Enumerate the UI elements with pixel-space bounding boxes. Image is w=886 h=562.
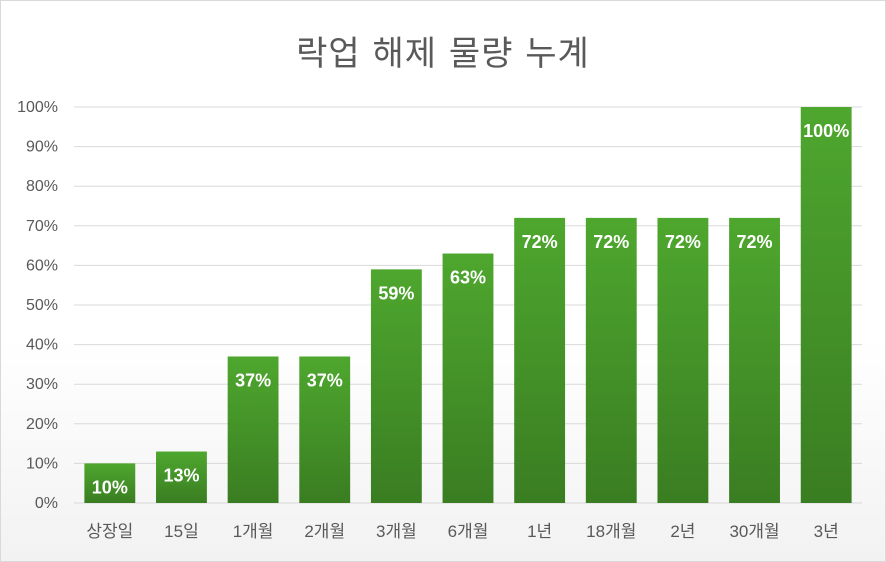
- bar: [729, 217, 780, 503]
- bar: [84, 463, 136, 503]
- y-tick-label: 10%: [26, 455, 58, 472]
- data-label: 72%: [737, 232, 773, 252]
- data-label: 72%: [593, 232, 629, 252]
- y-tick-label: 30%: [26, 376, 58, 393]
- x-tick-label: 2개월: [304, 522, 345, 541]
- x-tick-label: 30개월: [729, 522, 779, 541]
- data-label: 37%: [235, 370, 271, 390]
- x-tick-label: 3년: [814, 522, 839, 541]
- chart-title: 락업 해제 물량 누계: [296, 34, 590, 74]
- data-label: 72%: [665, 232, 701, 252]
- y-axis-ticks: 0% 10% 20% 30% 40% 50% 60% 70% 80% 90% 100%: [17, 99, 58, 512]
- bar: [156, 451, 207, 503]
- y-tick-label: 70%: [26, 218, 58, 235]
- y-tick-label: 0%: [35, 495, 58, 512]
- data-label: 10%: [92, 477, 128, 497]
- y-tick-label: 40%: [26, 337, 58, 354]
- y-tick-label: 50%: [26, 297, 58, 314]
- y-tick-label: 100%: [17, 99, 58, 116]
- bar: [585, 217, 637, 503]
- y-tick-label: 90%: [26, 139, 58, 156]
- x-tick-label: 1개월: [233, 522, 274, 541]
- data-label: 63%: [450, 268, 486, 288]
- bar: [370, 269, 422, 503]
- data-labels: 10% 13% 37% 37% 59% 63% 72% 72% 72% 72% 100%: [92, 121, 849, 497]
- y-tick-label: 20%: [26, 416, 58, 433]
- bar: [800, 107, 852, 503]
- x-tick-label: 1년: [527, 522, 552, 541]
- data-label: 13%: [163, 466, 199, 486]
- y-tick-label: 80%: [26, 178, 58, 195]
- x-tick-label: 상장일: [86, 522, 133, 541]
- bars: [84, 107, 852, 503]
- x-tick-label: 6개월: [448, 522, 489, 541]
- data-label: 100%: [803, 121, 849, 141]
- bar: [227, 356, 279, 503]
- x-tick-label: 18개월: [586, 522, 636, 541]
- bar: [514, 217, 566, 503]
- data-label: 59%: [378, 283, 414, 303]
- y-tick-label: 60%: [26, 257, 58, 274]
- data-label: 72%: [522, 232, 558, 252]
- bar: [299, 356, 351, 503]
- bar: [657, 217, 709, 503]
- data-label: 37%: [307, 370, 343, 390]
- x-tick-label: 3개월: [376, 522, 417, 541]
- x-axis-ticks: 상장일 15일 1개월 2개월 3개월 6개월 1년 18개월 2년 30개월 3년: [86, 522, 838, 541]
- x-tick-label: 15일: [164, 522, 199, 541]
- bar: [442, 253, 494, 503]
- x-tick-label: 2년: [670, 522, 695, 541]
